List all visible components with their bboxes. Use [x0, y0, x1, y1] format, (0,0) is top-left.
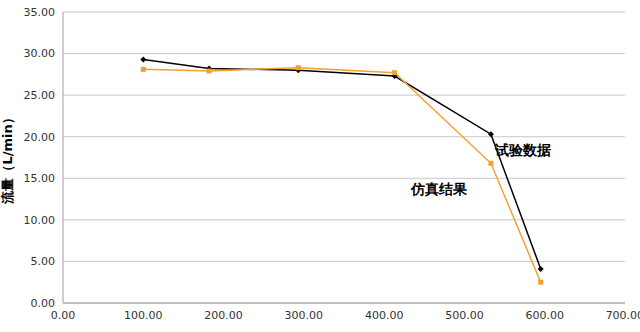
svg-text:700.00: 700.00 — [606, 309, 632, 322]
svg-text:10.00: 10.00 — [24, 214, 56, 227]
svg-text:0.00: 0.00 — [51, 309, 76, 322]
svg-text:35.00: 35.00 — [24, 6, 56, 19]
svg-text:600.00: 600.00 — [525, 309, 564, 322]
svg-text:30.00: 30.00 — [24, 47, 56, 60]
svg-text:25.00: 25.00 — [24, 89, 56, 102]
svg-text:200.00: 200.00 — [204, 309, 243, 322]
svg-text:0.00: 0.00 — [31, 297, 56, 310]
svg-text:300.00: 300.00 — [285, 309, 324, 322]
svg-text:5.00: 5.00 — [31, 255, 56, 268]
html-text:仿真结果: 仿真结果 — [410, 181, 467, 198]
svg-text:500.00: 500.00 — [445, 309, 484, 322]
svg-text:15.00: 15.00 — [24, 172, 56, 185]
svg-text:流量（L/min）: 流量（L/min） — [8, 111, 15, 204]
svg-text:400.00: 400.00 — [365, 309, 404, 322]
html-text:试验数据: 试验数据 — [494, 142, 551, 159]
svg-text:20.00: 20.00 — [24, 131, 56, 144]
svg-text:100.00: 100.00 — [124, 309, 163, 322]
